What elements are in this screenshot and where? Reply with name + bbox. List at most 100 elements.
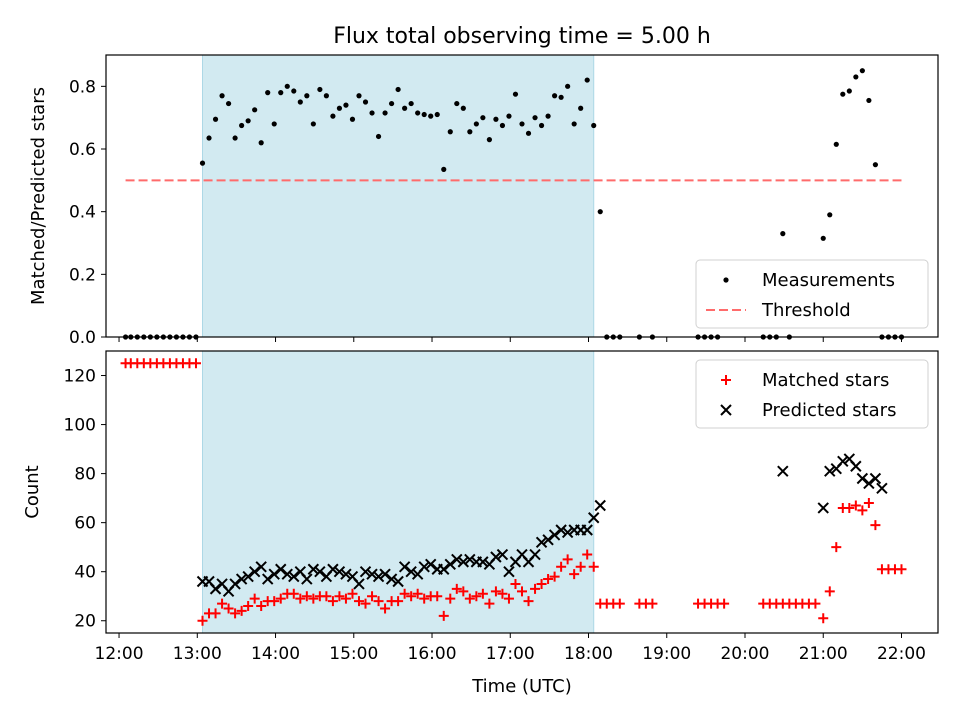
predicted-stars-point <box>314 565 326 578</box>
measurement-point <box>408 100 414 107</box>
measurement-point <box>493 116 499 122</box>
predicted-stars-point <box>444 558 456 571</box>
predicted-stars-point <box>418 561 430 573</box>
predicted-stars-point <box>268 568 280 580</box>
y-axis-label: Count <box>22 465 43 518</box>
measurement-point <box>291 88 297 94</box>
measurement-point <box>846 88 852 94</box>
y-tick-label: 100 <box>64 416 96 436</box>
bottom-panel: 12:00 13:00 14:00 15:00 16:00 17:00 18:00 19:00… <box>22 350 939 664</box>
matched-stars-point <box>256 601 267 612</box>
measurement-point <box>591 122 597 129</box>
matched-stars-point <box>510 578 521 589</box>
shaded-observing-region <box>202 350 595 634</box>
x-tick-label: 12:00 <box>95 644 144 664</box>
x-tick-label: 16:00 <box>408 644 457 664</box>
predicted-stars-point <box>876 482 888 495</box>
measurement-point <box>265 90 271 96</box>
matched-stars-point <box>197 615 208 626</box>
measurement-point <box>460 105 466 111</box>
y-tick-label: 80 <box>74 465 96 485</box>
measurement-point <box>258 140 264 146</box>
measurement-point <box>271 121 277 127</box>
predicted-stars-point <box>503 565 515 578</box>
x-tick-label: 14:00 <box>251 644 300 664</box>
matched-stars-point <box>896 564 907 575</box>
matched-stars-point <box>451 583 462 594</box>
matched-stars-point <box>353 596 364 607</box>
x-tick-label: 20:00 <box>720 644 769 664</box>
predicted-stars-point <box>275 563 287 575</box>
predicted-stars-point <box>398 561 411 573</box>
measurement-point <box>317 86 323 93</box>
x-tick-label: 13:00 <box>173 644 222 664</box>
measurement-point <box>330 113 336 119</box>
matched-stars-point <box>464 593 475 604</box>
matched-stars-point <box>373 596 384 607</box>
matched-stars-point <box>517 586 527 597</box>
measurement-point <box>545 113 551 119</box>
measurement-point <box>225 100 232 107</box>
predicted-stars-point <box>327 563 339 575</box>
predicted-stars-point <box>392 575 404 588</box>
matched-stars-point <box>490 586 501 597</box>
predicted-stars-point <box>555 524 567 536</box>
measurement-point <box>402 105 408 111</box>
measurement-point <box>512 91 519 97</box>
predicted-stars-point <box>869 472 882 485</box>
predicted-stars-point <box>209 583 222 595</box>
predicted-stars-point <box>359 565 372 578</box>
predicted-stars-point <box>229 578 241 590</box>
matched-stars-point <box>569 569 580 580</box>
matched-stars-point <box>582 549 593 560</box>
measurement-point <box>454 100 460 107</box>
predicted-stars-point <box>425 558 437 571</box>
measurement-point <box>565 83 571 89</box>
matched-stars-point <box>530 583 541 594</box>
predicted-stars-point <box>817 502 829 514</box>
predicted-stars-point <box>438 563 450 575</box>
legend-measurement-marker <box>723 277 729 283</box>
measurement-point <box>597 209 603 215</box>
shaded-observing-region <box>202 54 595 338</box>
matched-stars-point <box>471 591 482 602</box>
predicted-stars-point <box>561 526 574 539</box>
matched-stars-point <box>236 605 247 616</box>
matched-stars-point <box>399 588 410 599</box>
measurement-point <box>369 110 375 116</box>
chart-title: Flux total observing time = 5.00 h <box>333 24 711 49</box>
matched-stars-point <box>588 561 599 572</box>
predicted-stars-point <box>777 465 789 477</box>
measurement-point <box>375 133 382 140</box>
predicted-stars-point <box>594 499 606 512</box>
matched-stars-point <box>543 574 554 585</box>
measurement-point <box>323 93 329 99</box>
measurement-point <box>212 116 219 122</box>
predicted-stars-point <box>405 565 417 578</box>
predicted-stars-point <box>588 512 600 524</box>
matched-stars-point <box>269 596 280 607</box>
predicted-stars-point <box>856 472 869 485</box>
predicted-stars-point <box>824 465 836 477</box>
matched-stars-point <box>321 591 332 602</box>
y-tick-label: 20 <box>74 612 96 632</box>
matched-stars-point <box>575 561 586 572</box>
predicted-stars-point <box>307 563 320 575</box>
measurement-point <box>866 97 872 104</box>
measurement-point <box>336 105 343 111</box>
legend-label: Threshold <box>761 300 851 321</box>
matched-stars-point <box>562 554 573 565</box>
measurement-point <box>415 110 421 116</box>
measurement-point <box>310 121 316 127</box>
predicted-stars-point <box>385 573 398 585</box>
predicted-stars-point <box>542 534 554 546</box>
predicted-stars-point <box>457 556 470 568</box>
matched-stars-point <box>857 505 868 516</box>
predicted-stars-point <box>372 570 385 583</box>
measurement-point <box>473 121 479 127</box>
predicted-stars-point <box>496 548 509 561</box>
measurement-point <box>278 90 284 96</box>
predicted-stars-point <box>863 477 875 490</box>
matched-stars-point <box>523 596 534 607</box>
y-tick-label: 60 <box>74 514 96 534</box>
